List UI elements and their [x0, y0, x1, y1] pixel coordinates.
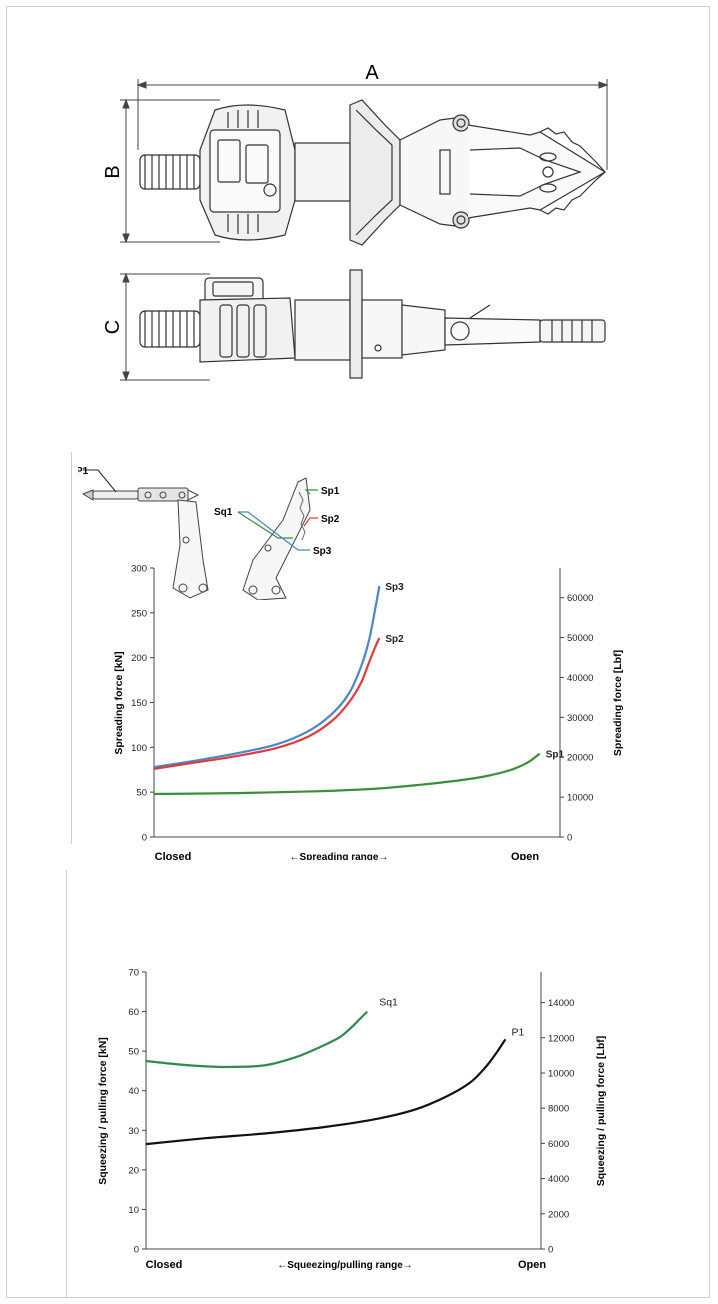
inset-label-sp1: Sp1: [321, 486, 340, 497]
chart1-series-sp3-line: [153, 585, 381, 769]
chart2-y-tick-label: 70: [128, 968, 139, 979]
chart1-y2-tick-label: 60000: [567, 593, 593, 604]
chart2-x-tick-closed: Closed: [146, 1259, 183, 1271]
chart2-x-tick-open: Open: [518, 1259, 546, 1271]
chart1-y2-tick-label: 40000: [567, 673, 593, 684]
chart2-y-tick-label: 10: [128, 1205, 139, 1216]
chart2-y2-tick-label: 12000: [548, 1033, 574, 1044]
chart1-y2-tick-label: 20000: [567, 753, 593, 764]
chart2-x-tick-range: ←Squeezing/pulling range→: [277, 1260, 413, 1271]
chart1-x-tick-open: Open: [511, 851, 539, 860]
chart2-y2-tick-label: 0: [548, 1245, 553, 1256]
chart1-ylabel: Spreading force [kN]: [113, 651, 125, 754]
chart2-y-tick-label: 20: [128, 1165, 139, 1176]
chart2-y2-tick-label: 4000: [548, 1174, 569, 1185]
chart1-series-sp3-label: Sp3: [385, 582, 404, 593]
chart2-y2-tick-label: 8000: [548, 1104, 569, 1115]
section-divider: [71, 452, 72, 844]
chart1-y-tick-label: 300: [131, 564, 147, 575]
measuring-points-inset: P1 Sq1 Sp1 Sp2 Sp3: [78, 466, 340, 600]
inset-label-sp3: Sp3: [313, 546, 332, 557]
chart1-series-sp2-label: Sp2: [385, 634, 404, 645]
chart1-series-sp2-line: [153, 637, 381, 770]
chart1-x-tick-range: ←Spreading range→: [290, 852, 389, 860]
inset-label-sp2: Sp2: [321, 514, 340, 525]
chart1-y2-tick-label: 50000: [567, 633, 593, 644]
chart2-series-p1-line: [145, 1038, 507, 1146]
chart1-y2-tick-label: 0: [567, 833, 572, 844]
chart2-y2-tick-label: 6000: [548, 1139, 569, 1150]
chart1-series-sp1-label: Sp1: [546, 750, 565, 761]
chart2-y2-tick-label: 14000: [548, 998, 574, 1009]
chart1-y-tick-label: 250: [131, 608, 147, 619]
page-frame: [6, 6, 710, 1298]
dimension-c-label: C: [102, 320, 124, 334]
chart1-series-sp1-line: [153, 752, 541, 796]
chart1-y2-tick-label: 10000: [567, 793, 593, 804]
chart2-series-sq1-label: Sq1: [379, 997, 398, 1009]
chart1-y-tick-label: 0: [142, 833, 147, 844]
chart2-y-tick-label: 50: [128, 1047, 139, 1058]
chart1-y-tick-label: 50: [136, 788, 147, 799]
inset-label-p1: P1: [78, 466, 89, 477]
chart1-y-tick-label: 100: [131, 743, 147, 754]
squeezing-force-chart: Squeezing / pulling force [kN] Squeezing…: [97, 968, 607, 1272]
section-divider: [66, 870, 67, 1298]
tool-dimension-drawing: A B C: [102, 62, 609, 382]
chart2-y2label: Squeezing / pulling force [Lbf]: [595, 1036, 607, 1187]
chart2-y2-tick-label: 2000: [548, 1209, 569, 1220]
chart2-series-sq1-line: [145, 1010, 368, 1069]
tool-side-view: [139, 269, 606, 379]
chart2-series-p1-label: P1: [511, 1026, 524, 1038]
tool-top-view: [139, 99, 607, 246]
chart1-y-tick-label: 150: [131, 698, 147, 709]
chart1-x-tick-closed: Closed: [155, 851, 192, 860]
inset-label-sq1: Sq1: [214, 507, 233, 518]
dimension-a-label: A: [365, 62, 379, 84]
chart1-y2-tick-label: 30000: [567, 713, 593, 724]
chart2-y-tick-label: 0: [134, 1245, 139, 1256]
chart1-y2label: Spreading force [Lbf]: [612, 650, 624, 756]
chart1-y-tick-label: 200: [131, 653, 147, 664]
spreading-force-chart: Spreading force [kN] Spreading force [Lb…: [113, 564, 624, 861]
chart2-ylabel: Squeezing / pulling force [kN]: [97, 1037, 109, 1185]
chart2-y-tick-label: 40: [128, 1086, 139, 1097]
dimension-b-label: B: [102, 165, 124, 178]
chart2-y2-tick-label: 10000: [548, 1068, 574, 1079]
chart2-y-tick-label: 30: [128, 1126, 139, 1137]
chart2-y-tick-label: 60: [128, 1007, 139, 1018]
